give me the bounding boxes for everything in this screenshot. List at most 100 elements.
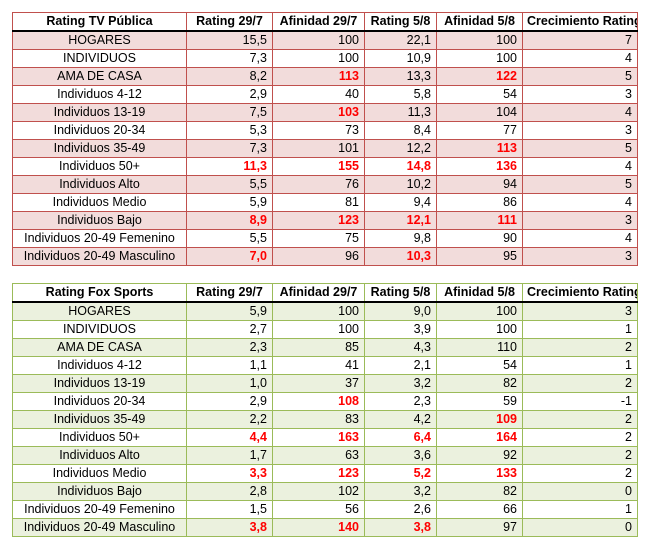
table-cell: 4,2 <box>364 410 437 429</box>
header-row: Rating Fox Sports Rating 29/7 Afinidad 29/… <box>12 283 638 303</box>
row-label: Individuos 13-19 <box>12 374 187 393</box>
table-cell: 59 <box>436 392 523 411</box>
table-cell: 1,0 <box>186 374 273 393</box>
column-header: Rating 5/8 <box>364 283 437 303</box>
row-label: Individuos 35-49 <box>12 139 187 158</box>
table-cell: 85 <box>272 338 365 357</box>
table-cell: 8,9 <box>186 211 273 230</box>
table-cell: 4 <box>522 193 638 212</box>
table-cell: 3 <box>522 301 638 321</box>
table-cell: 2,2 <box>186 410 273 429</box>
table-row: Individuos Medio 5,9 81 9,4 86 4 <box>12 193 638 212</box>
table-cell: 136 <box>436 157 523 176</box>
table-cell: 2 <box>522 374 638 393</box>
table-cell: 4,4 <box>186 428 273 447</box>
table-cell: 81 <box>272 193 365 212</box>
row-label: HOGARES <box>12 301 187 321</box>
table-row: Individuos Bajo 8,9 123 12,1 111 3 <box>12 211 638 230</box>
table-cell: 0 <box>522 482 638 501</box>
table-cell: 2 <box>522 428 638 447</box>
row-label: Individuos 20-49 Femenino <box>12 500 187 519</box>
table-cell: 4 <box>522 49 638 68</box>
row-label: Individuos Medio <box>12 193 187 212</box>
table-cell: 104 <box>436 103 523 122</box>
table-cell: 3,8 <box>364 518 437 537</box>
table-cell: 13,3 <box>364 67 437 86</box>
table-cell: 3 <box>522 247 638 266</box>
table-cell: 5,8 <box>364 85 437 104</box>
row-label: INDIVIDUOS <box>12 49 187 68</box>
table-row: Individuos 50+ 11,3 155 14,8 136 4 <box>12 157 638 176</box>
row-label: Individuos Alto <box>12 446 187 465</box>
table-row: Individuos 35-49 7,3 101 12,2 113 5 <box>12 139 638 158</box>
row-label: Individuos 20-49 Masculino <box>12 518 187 537</box>
row-label: Individuos Alto <box>12 175 187 194</box>
table-cell: 1,7 <box>186 446 273 465</box>
table-body: HOGARES 15,5 100 22,1 100 7 INDIVIDUOS 7,3 100 10… <box>12 30 638 266</box>
table-cell: 3 <box>522 211 638 230</box>
table-cell: 40 <box>272 85 365 104</box>
table-cell: 94 <box>436 175 523 194</box>
table-row: AMA DE CASA 2,3 85 4,3 110 2 <box>12 338 638 357</box>
table-cell: 100 <box>436 320 523 339</box>
table-cell: 100 <box>436 30 523 50</box>
table-cell: 83 <box>272 410 365 429</box>
table-cell: 109 <box>436 410 523 429</box>
table-body: HOGARES 5,9 100 9,0 100 3 INDIVIDUOS 2,7 100 3,9 1… <box>12 301 638 537</box>
table-cell: 54 <box>436 85 523 104</box>
table-cell: 82 <box>436 374 523 393</box>
column-header: Crecimiento Rating <box>522 12 638 32</box>
column-header: Rating Fox Sports <box>12 283 187 303</box>
table-cell: 41 <box>272 356 365 375</box>
table-cell: 8,4 <box>364 121 437 140</box>
table-cell: 9,0 <box>364 301 437 321</box>
table-cell: 100 <box>272 320 365 339</box>
table-cell: 2,9 <box>186 392 273 411</box>
row-label: Individuos 20-34 <box>12 121 187 140</box>
table-cell: 9,8 <box>364 229 437 248</box>
table-cell: 1 <box>522 320 638 339</box>
table-cell: 92 <box>436 446 523 465</box>
table-cell: 6,4 <box>364 428 437 447</box>
table-cell: 7 <box>522 30 638 50</box>
table-cell: 1,5 <box>186 500 273 519</box>
table-cell: 3,8 <box>186 518 273 537</box>
table-cell: 90 <box>436 229 523 248</box>
row-label: INDIVIDUOS <box>12 320 187 339</box>
row-label: Individuos 13-19 <box>12 103 187 122</box>
table-cell: 164 <box>436 428 523 447</box>
table-cell: 5 <box>522 139 638 158</box>
table-cell: 56 <box>272 500 365 519</box>
table-cell: 110 <box>436 338 523 357</box>
table-cell: 3,2 <box>364 374 437 393</box>
row-label: Individuos Bajo <box>12 482 187 501</box>
table-cell: 15,5 <box>186 30 273 50</box>
row-label: Individuos 35-49 <box>12 410 187 429</box>
table-cell: 101 <box>272 139 365 158</box>
row-label: Individuos 20-34 <box>12 392 187 411</box>
table-header: Rating Fox Sports Rating 29/7 Afinidad 29/… <box>12 283 638 303</box>
table-cell: 3 <box>522 121 638 140</box>
table-row: INDIVIDUOS 7,3 100 10,9 100 4 <box>12 49 638 68</box>
table-cell: 54 <box>436 356 523 375</box>
table-cell: 163 <box>272 428 365 447</box>
row-label: AMA DE CASA <box>12 67 187 86</box>
table-cell: 11,3 <box>364 103 437 122</box>
table-row: Individuos 35-49 2,2 83 4,2 109 2 <box>12 410 638 429</box>
table-cell: 100 <box>436 301 523 321</box>
column-header: Rating TV Pública <box>12 12 187 32</box>
table-cell: 108 <box>272 392 365 411</box>
table-row: HOGARES 5,9 100 9,0 100 3 <box>12 301 638 321</box>
table-cell: 102 <box>272 482 365 501</box>
table-row: Individuos 20-34 5,3 73 8,4 77 3 <box>12 121 638 140</box>
column-header: Rating 5/8 <box>364 12 437 32</box>
table-cell: 2,3 <box>364 392 437 411</box>
table-cell: 12,2 <box>364 139 437 158</box>
table-cell: 2,7 <box>186 320 273 339</box>
table-cell: 5,5 <box>186 229 273 248</box>
table-cell: 1,1 <box>186 356 273 375</box>
table-cell: 4 <box>522 157 638 176</box>
table-cell: -1 <box>522 392 638 411</box>
row-label: Individuos Medio <box>12 464 187 483</box>
column-header: Crecimiento Rating <box>522 283 638 303</box>
